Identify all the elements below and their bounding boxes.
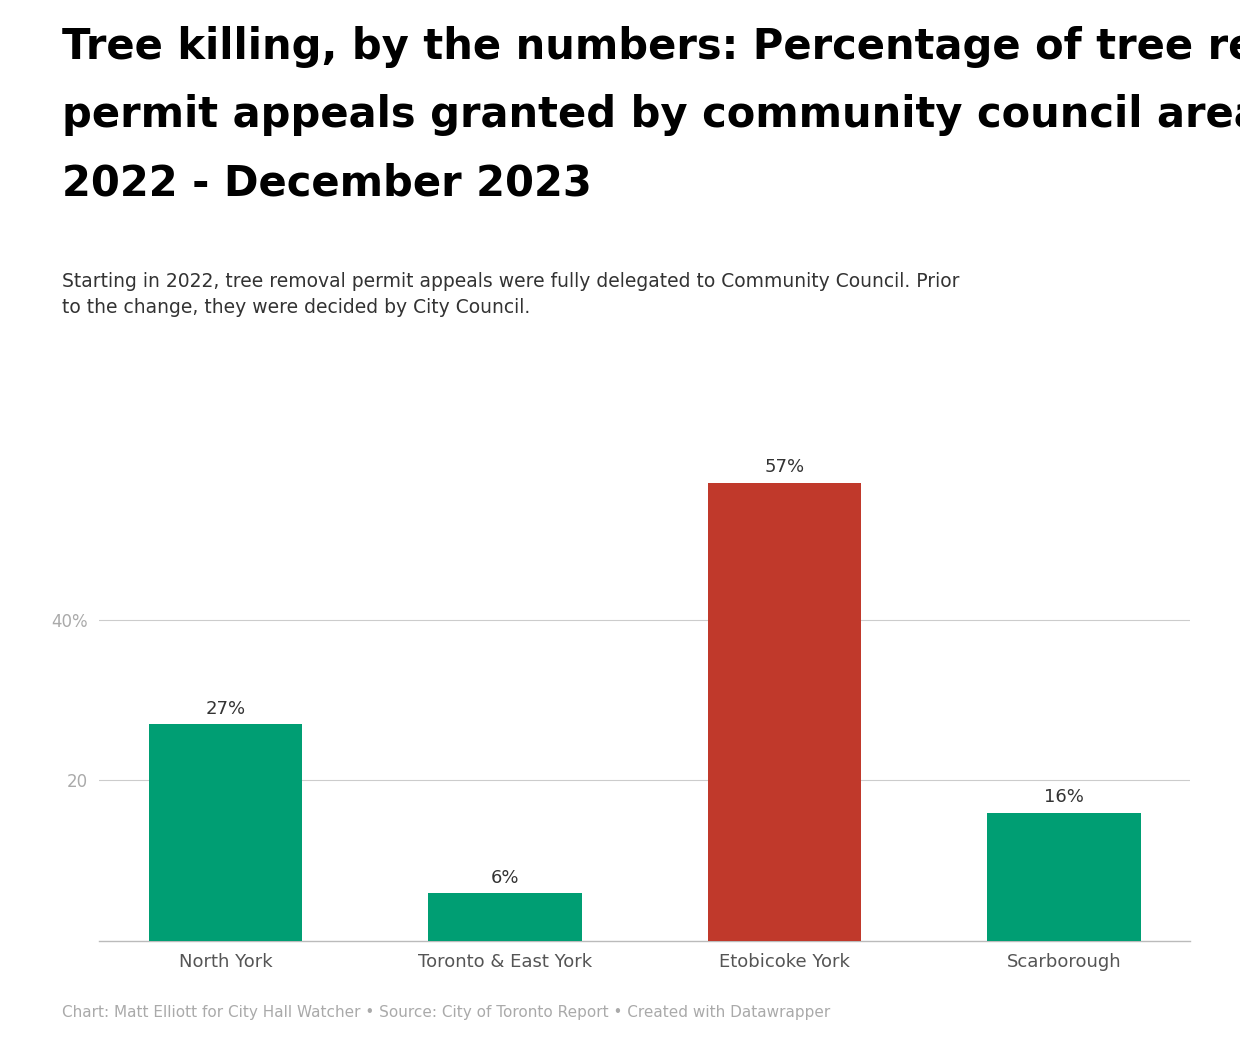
Bar bbox=[428, 893, 582, 941]
Bar bbox=[149, 724, 303, 941]
Text: 27%: 27% bbox=[206, 700, 246, 718]
Text: permit appeals granted by community council area, May: permit appeals granted by community coun… bbox=[62, 94, 1240, 136]
Text: 6%: 6% bbox=[491, 868, 520, 887]
Text: 16%: 16% bbox=[1044, 789, 1084, 806]
Text: Chart: Matt Elliott for City Hall Watcher • Source: City of Toronto Report • Cre: Chart: Matt Elliott for City Hall Watche… bbox=[62, 1005, 831, 1020]
Text: Starting in 2022, tree removal permit appeals were fully delegated to Community : Starting in 2022, tree removal permit ap… bbox=[62, 272, 960, 317]
Text: 2022 - December 2023: 2022 - December 2023 bbox=[62, 162, 591, 204]
Bar bbox=[708, 483, 862, 941]
Bar bbox=[987, 813, 1141, 941]
Text: Tree killing, by the numbers: Percentage of tree removal: Tree killing, by the numbers: Percentage… bbox=[62, 26, 1240, 68]
Text: 57%: 57% bbox=[764, 458, 805, 476]
